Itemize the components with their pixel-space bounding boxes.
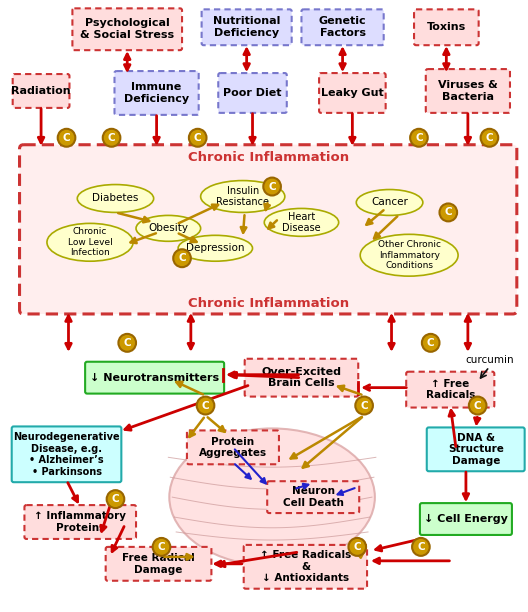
Text: DNA &
Structure
Damage: DNA & Structure Damage xyxy=(448,433,504,466)
FancyBboxPatch shape xyxy=(427,427,525,471)
Text: Leaky Gut: Leaky Gut xyxy=(321,88,384,98)
Text: Nutritional
Deficiency: Nutritional Deficiency xyxy=(213,17,280,38)
FancyBboxPatch shape xyxy=(85,362,224,394)
FancyBboxPatch shape xyxy=(12,427,121,482)
Ellipse shape xyxy=(201,181,285,212)
Ellipse shape xyxy=(169,428,375,566)
Text: Genetic
Factors: Genetic Factors xyxy=(319,17,366,38)
Ellipse shape xyxy=(178,236,252,261)
FancyBboxPatch shape xyxy=(115,71,199,115)
Text: Over-Excited
Brain Cells: Over-Excited Brain Cells xyxy=(261,367,342,389)
Text: ↑ Inflammatory
Proteins: ↑ Inflammatory Proteins xyxy=(34,511,126,533)
Circle shape xyxy=(410,129,428,147)
Ellipse shape xyxy=(360,234,458,276)
Circle shape xyxy=(197,397,214,414)
Text: Viruses &
Bacteria: Viruses & Bacteria xyxy=(438,80,498,102)
FancyBboxPatch shape xyxy=(106,547,211,581)
Text: C: C xyxy=(427,338,435,348)
Text: C: C xyxy=(63,133,70,143)
Text: C: C xyxy=(178,253,186,263)
Circle shape xyxy=(107,490,124,508)
Text: Chronic
Low Level
Infection: Chronic Low Level Infection xyxy=(68,228,112,257)
Circle shape xyxy=(153,538,171,556)
Circle shape xyxy=(439,203,457,222)
FancyBboxPatch shape xyxy=(426,69,510,113)
Text: C: C xyxy=(415,133,423,143)
Text: C: C xyxy=(158,542,165,552)
Text: Toxins: Toxins xyxy=(427,22,466,32)
FancyBboxPatch shape xyxy=(218,73,287,113)
Text: C: C xyxy=(108,133,116,143)
Text: ↓ Neurotransmitters: ↓ Neurotransmitters xyxy=(90,373,219,382)
FancyBboxPatch shape xyxy=(414,9,479,45)
Text: C: C xyxy=(353,542,361,552)
FancyBboxPatch shape xyxy=(267,481,359,513)
Circle shape xyxy=(412,538,430,556)
Circle shape xyxy=(103,129,120,147)
Text: Psychological
& Social Stress: Psychological & Social Stress xyxy=(80,18,174,40)
FancyBboxPatch shape xyxy=(319,73,385,113)
Text: C: C xyxy=(268,182,276,192)
Text: C: C xyxy=(124,338,131,348)
Text: C: C xyxy=(111,494,119,504)
Circle shape xyxy=(263,177,281,195)
Text: Obesity: Obesity xyxy=(148,223,188,233)
Text: Chronic Inflammation: Chronic Inflammation xyxy=(187,151,348,164)
Text: Cancer: Cancer xyxy=(371,198,408,207)
Circle shape xyxy=(469,397,486,414)
Circle shape xyxy=(480,129,498,147)
Text: C: C xyxy=(486,133,493,143)
Text: Neurodegenerative
Disease, e.g.
• Alzheimer’s
• Parkinsons: Neurodegenerative Disease, e.g. • Alzhei… xyxy=(13,432,120,477)
Circle shape xyxy=(355,397,373,414)
Circle shape xyxy=(348,538,366,556)
Text: Free Radical
Damage: Free Radical Damage xyxy=(122,553,195,575)
FancyBboxPatch shape xyxy=(72,9,182,50)
Circle shape xyxy=(58,129,76,147)
Text: Chronic Inflammation: Chronic Inflammation xyxy=(187,296,348,310)
Circle shape xyxy=(118,334,136,352)
Text: C: C xyxy=(194,133,202,143)
Text: C: C xyxy=(202,400,209,411)
Text: C: C xyxy=(417,542,425,552)
Circle shape xyxy=(173,249,191,267)
Ellipse shape xyxy=(356,190,423,215)
Ellipse shape xyxy=(47,223,133,261)
Ellipse shape xyxy=(136,215,201,241)
FancyBboxPatch shape xyxy=(244,359,358,397)
Text: Neuron
Cell Death: Neuron Cell Death xyxy=(283,487,344,508)
Text: ↑ Free Radicals
&
↓ Antioxidants: ↑ Free Radicals & ↓ Antioxidants xyxy=(260,550,351,583)
FancyBboxPatch shape xyxy=(406,371,494,408)
Circle shape xyxy=(422,334,439,352)
Ellipse shape xyxy=(265,209,338,236)
Text: Protein
Aggregates: Protein Aggregates xyxy=(199,436,267,458)
Text: Immune
Deficiency: Immune Deficiency xyxy=(124,82,189,104)
FancyBboxPatch shape xyxy=(202,9,291,45)
Text: Insulin
Resistance: Insulin Resistance xyxy=(216,185,269,207)
Text: C: C xyxy=(445,207,452,217)
Text: ↓ Cell Energy: ↓ Cell Energy xyxy=(424,514,508,524)
Circle shape xyxy=(189,129,206,147)
Text: Other Chronic
Inflammatory
Conditions: Other Chronic Inflammatory Conditions xyxy=(378,241,441,270)
FancyBboxPatch shape xyxy=(420,503,512,535)
Text: C: C xyxy=(360,400,368,411)
Text: Heart
Disease: Heart Disease xyxy=(282,212,321,233)
FancyBboxPatch shape xyxy=(20,144,517,314)
Text: ↑ Free
Radicals: ↑ Free Radicals xyxy=(426,379,475,400)
FancyBboxPatch shape xyxy=(187,430,279,465)
Ellipse shape xyxy=(77,185,154,212)
Text: curcumin: curcumin xyxy=(465,355,514,365)
FancyBboxPatch shape xyxy=(244,545,367,589)
Text: Diabetes: Diabetes xyxy=(92,193,139,204)
FancyBboxPatch shape xyxy=(301,9,384,45)
Text: Radiation: Radiation xyxy=(11,86,71,96)
FancyBboxPatch shape xyxy=(13,74,70,108)
Text: Poor Diet: Poor Diet xyxy=(223,88,282,98)
Text: Depression: Depression xyxy=(186,243,244,253)
FancyBboxPatch shape xyxy=(24,505,136,539)
Text: C: C xyxy=(474,400,482,411)
